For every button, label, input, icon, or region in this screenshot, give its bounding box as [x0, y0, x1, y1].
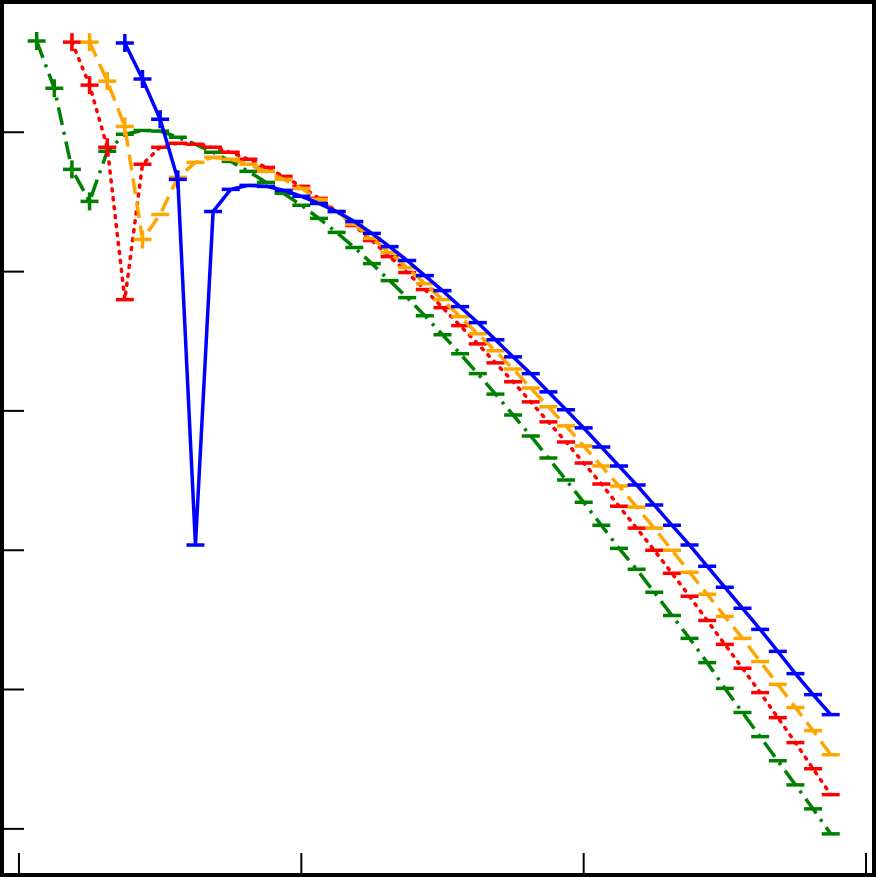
plus-marker — [98, 72, 117, 91]
plus-marker — [80, 192, 99, 211]
series-line — [70, 40, 833, 797]
plus-marker — [133, 230, 152, 249]
plus-marker — [168, 170, 187, 189]
plus-marker — [151, 110, 170, 129]
series — [62, 33, 840, 797]
series-line — [87, 41, 833, 756]
plus-marker — [98, 138, 117, 157]
series-line — [35, 40, 833, 835]
plus-marker — [27, 31, 46, 50]
plus-marker — [115, 117, 134, 136]
plus-marker — [115, 34, 134, 53]
plus-marker — [62, 160, 81, 179]
series — [80, 33, 840, 757]
plot-area — [27, 31, 840, 836]
plus-marker — [80, 33, 99, 52]
plus-marker — [133, 70, 152, 89]
series — [115, 34, 840, 717]
plus-marker — [62, 33, 81, 52]
series — [27, 31, 840, 836]
plus-marker — [45, 79, 64, 98]
plus-marker — [80, 76, 99, 95]
